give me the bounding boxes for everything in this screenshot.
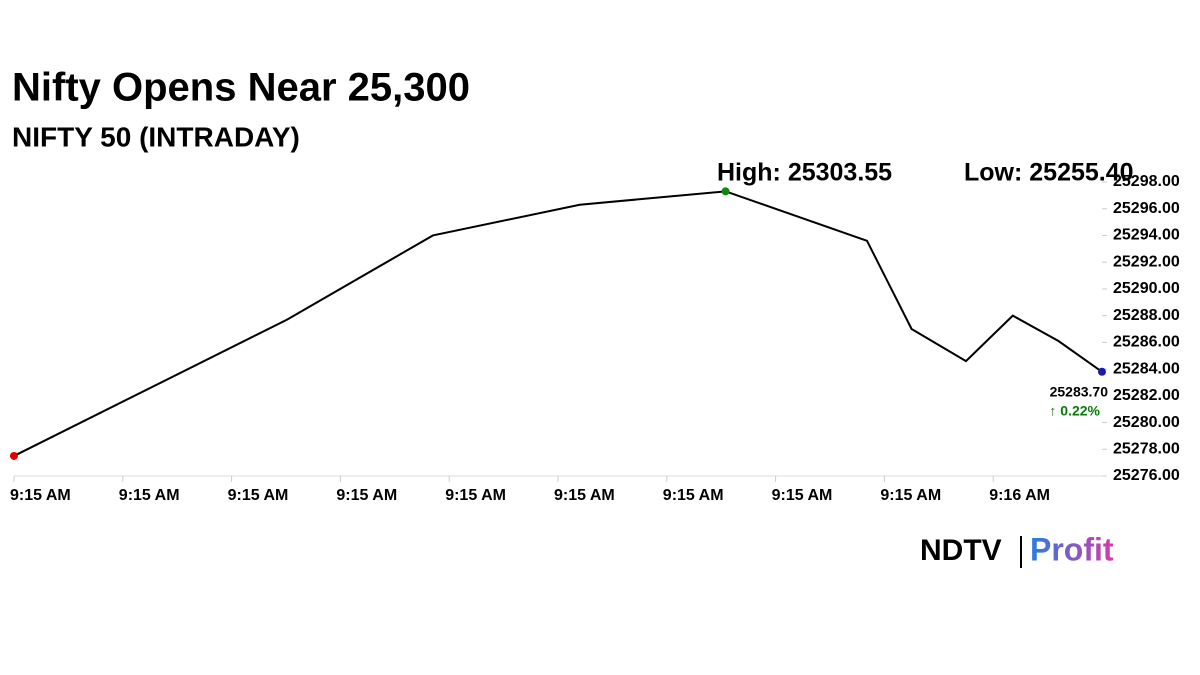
y-tick-label: 25298.00	[1113, 173, 1180, 190]
high-point	[721, 187, 730, 196]
chart-title: Nifty Opens Near 25,300	[12, 66, 470, 110]
y-tick-label: 25288.00	[1113, 307, 1180, 324]
logo-brand: NDTV	[920, 534, 1002, 567]
high-label: High: 25303.55	[717, 159, 892, 187]
start-point	[10, 451, 18, 460]
x-tick-label: 9:16 AM	[989, 487, 1050, 504]
last-value-label: 25283.70	[1050, 383, 1109, 399]
x-tick-label: 9:15 AM	[336, 487, 397, 504]
logo-product: Profit	[1030, 531, 1114, 567]
y-tick-label: 25284.00	[1113, 360, 1180, 377]
x-tick-label: 9:15 AM	[880, 487, 941, 504]
price-line	[13, 190, 1103, 457]
x-tick-label: 9:15 AM	[663, 487, 724, 504]
end-point	[1098, 367, 1106, 376]
change-label: ↑ 0.22%	[1049, 402, 1100, 418]
low-label: Low: 25255.40	[964, 159, 1134, 187]
chart-subtitle: NIFTY 50 (INTRADAY)	[12, 121, 300, 152]
x-tick-label: 9:15 AM	[772, 487, 833, 504]
y-tick-label: 25278.00	[1113, 440, 1180, 457]
y-tick-label: 25286.00	[1113, 334, 1180, 351]
x-tick-label: 9:15 AM	[10, 487, 71, 504]
y-tick-label: 25296.00	[1113, 200, 1180, 217]
y-tick-label: 25276.00	[1113, 467, 1180, 484]
x-tick-label: 9:15 AM	[445, 487, 506, 504]
y-tick-label: 25282.00	[1113, 387, 1180, 404]
y-tick-label: 25294.00	[1113, 227, 1180, 244]
x-tick-label: 9:15 AM	[554, 487, 615, 504]
x-tick-label: 9:15 AM	[228, 487, 289, 504]
y-tick-label: 25292.00	[1113, 253, 1180, 270]
x-tick-label: 9:15 AM	[119, 487, 180, 504]
y-tick-label: 25290.00	[1113, 280, 1180, 297]
y-tick-label: 25280.00	[1113, 414, 1180, 431]
